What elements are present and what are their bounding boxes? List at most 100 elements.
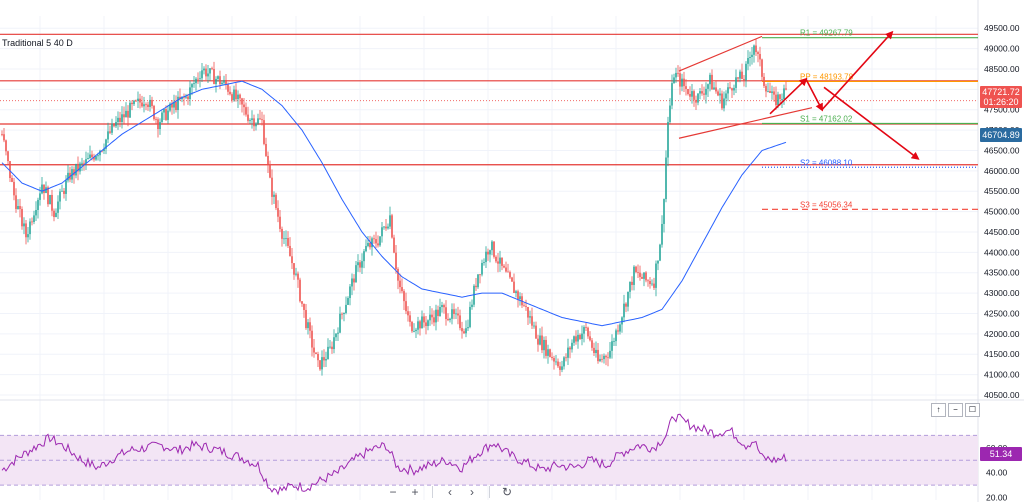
candle xyxy=(25,220,27,245)
candle-body xyxy=(31,221,33,223)
candle xyxy=(545,336,547,359)
candle xyxy=(759,46,761,67)
candle-body xyxy=(109,131,111,133)
candle xyxy=(657,260,659,271)
candle xyxy=(153,104,155,121)
candle xyxy=(23,217,25,235)
candle xyxy=(53,208,55,222)
zoom-out-button[interactable]: − xyxy=(389,485,397,499)
scroll-forward-button[interactable]: › xyxy=(470,485,474,499)
price-tick-label: 40500.00 xyxy=(984,390,1020,400)
price-axis: 49500.0049000.0048500.0048000.0047500.00… xyxy=(984,23,1020,400)
candle xyxy=(417,316,419,335)
candle-body xyxy=(303,303,305,310)
candle-body xyxy=(773,91,775,95)
candle-body xyxy=(337,332,339,334)
price-tick-label: 44000.00 xyxy=(984,247,1020,257)
pane-move-up-button[interactable]: ↑ xyxy=(931,403,946,417)
last-price-value: 47721.72 xyxy=(982,87,1020,97)
candle-body xyxy=(771,91,773,93)
candle-body xyxy=(621,317,623,325)
countdown-value: 01:26:20 xyxy=(983,97,1019,107)
candle-body xyxy=(637,272,639,273)
candle-body xyxy=(567,347,569,358)
pane-minimize-button[interactable]: − xyxy=(948,403,963,417)
candle-body xyxy=(291,256,293,264)
candle xyxy=(491,240,493,256)
candle xyxy=(711,69,713,90)
candle-body xyxy=(451,309,453,319)
candle-body xyxy=(193,83,195,85)
candle-body xyxy=(401,287,403,292)
price-tick-label: 43000.00 xyxy=(984,288,1020,298)
candle xyxy=(421,310,423,329)
candle xyxy=(269,160,271,179)
candle-body xyxy=(29,221,31,235)
candle xyxy=(395,245,397,274)
zoom-in-button[interactable]: + xyxy=(411,485,419,499)
candle xyxy=(539,328,541,346)
candle xyxy=(575,330,577,345)
candle-body xyxy=(403,291,405,302)
candle xyxy=(57,195,59,220)
pane-maximize-button[interactable]: ☐ xyxy=(965,403,980,417)
candle xyxy=(205,64,207,81)
candle-body xyxy=(93,157,95,160)
candle-body xyxy=(211,68,213,70)
candle xyxy=(257,113,259,126)
candle-body xyxy=(645,272,647,281)
candle-body xyxy=(743,78,745,81)
candle-body xyxy=(131,102,133,105)
candle-body xyxy=(355,265,357,283)
candle xyxy=(363,249,365,269)
candle xyxy=(371,236,373,256)
candle xyxy=(59,188,61,210)
candle-body xyxy=(639,272,641,277)
candle-body xyxy=(107,131,109,140)
candle-body xyxy=(569,347,571,350)
candle-body xyxy=(387,226,389,229)
candle-body xyxy=(435,309,437,323)
price-tick-label: 46000.00 xyxy=(984,166,1020,176)
pivot-label-s2: S2 = 46088.10 xyxy=(800,158,853,167)
candle xyxy=(629,281,631,299)
candle xyxy=(561,360,563,373)
nav-divider xyxy=(432,486,433,498)
candle xyxy=(133,99,135,107)
candle xyxy=(737,77,739,83)
candle xyxy=(329,340,331,349)
candle xyxy=(713,81,715,90)
candle-body xyxy=(649,281,651,285)
price-tick-label: 42000.00 xyxy=(984,329,1020,339)
candle xyxy=(483,258,485,266)
candle-body xyxy=(737,77,739,79)
candle xyxy=(243,98,245,116)
candle xyxy=(15,188,17,213)
candle-body xyxy=(673,77,675,84)
candle-body xyxy=(617,330,619,332)
candle-body xyxy=(765,85,767,92)
candle-body xyxy=(591,340,593,348)
candle xyxy=(187,93,189,105)
candle-body xyxy=(669,105,671,123)
candle-body xyxy=(133,100,135,105)
candle-body xyxy=(255,123,257,127)
candle-body xyxy=(345,304,347,313)
candle xyxy=(17,199,19,210)
candle-body xyxy=(763,76,765,86)
candle xyxy=(731,87,733,98)
candle-body xyxy=(121,114,123,122)
price-tick-label: 45500.00 xyxy=(984,186,1020,196)
candle xyxy=(397,267,399,290)
reset-chart-button[interactable]: ↻ xyxy=(501,485,513,499)
candle-body xyxy=(449,318,451,321)
scroll-back-button[interactable]: ‹ xyxy=(448,485,452,499)
candle xyxy=(443,303,445,314)
candle xyxy=(477,274,479,289)
candle-body xyxy=(369,243,371,248)
candle-body xyxy=(685,86,687,89)
candle xyxy=(489,249,491,263)
candle xyxy=(307,318,309,335)
candle xyxy=(723,91,725,112)
